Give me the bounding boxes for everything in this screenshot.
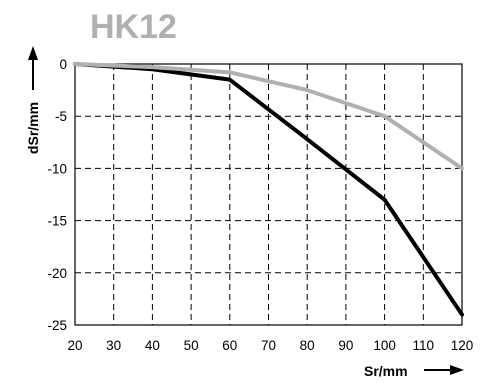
x-tick-label: 90 bbox=[338, 338, 353, 353]
series-line-2 bbox=[73, 62, 464, 171]
x-tick-label: 110 bbox=[413, 338, 435, 353]
x-axis-label: Sr/mm bbox=[364, 363, 408, 379]
x-tick-labels: 20 30 40 50 60 70 80 90 100 110 120 bbox=[67, 338, 473, 353]
series-layer bbox=[73, 62, 464, 317]
x-tick-label: 70 bbox=[261, 338, 276, 353]
x-tick-label: 120 bbox=[451, 338, 474, 353]
x-tick-label: 100 bbox=[373, 338, 396, 353]
x-tick-label: 30 bbox=[106, 338, 121, 353]
x-tick-label: 80 bbox=[300, 338, 315, 353]
grid bbox=[75, 64, 462, 325]
plot-frame bbox=[74, 63, 463, 326]
y-tick-labels: 0 -5 -10 -15 -20 -25 bbox=[47, 57, 67, 333]
x-axis-arrow-head bbox=[450, 365, 464, 375]
x-tick-label: 50 bbox=[184, 338, 199, 353]
x-tick-label: 60 bbox=[222, 338, 237, 353]
y-axis-arrow-head bbox=[28, 46, 38, 60]
y-tick-label: 0 bbox=[59, 57, 67, 72]
y-axis-label-group: dSr/mm bbox=[25, 46, 41, 154]
y-tick-label: -20 bbox=[47, 266, 67, 281]
x-tick-label: 20 bbox=[67, 338, 82, 353]
x-tick-label: 40 bbox=[145, 338, 160, 353]
y-tick-label: -10 bbox=[47, 161, 67, 176]
y-tick-label: -15 bbox=[47, 214, 67, 229]
y-tick-label: -25 bbox=[47, 318, 67, 333]
x-axis-label-group: Sr/mm bbox=[364, 363, 464, 379]
y-tick-label: -5 bbox=[55, 109, 67, 124]
y-axis-label: dSr/mm bbox=[25, 102, 41, 154]
chart-title: HK12 bbox=[90, 8, 177, 46]
